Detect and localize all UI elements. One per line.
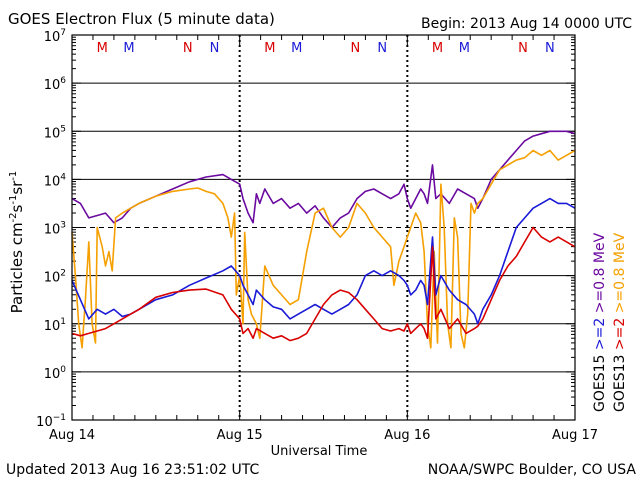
x-tick-label: Aug 16 [384,428,430,443]
x-tick-label: Aug 14 [49,428,95,443]
x-axis-label: Universal Time [271,444,368,459]
y-tick-label: 101 [44,317,66,334]
y-tick-label: 105 [44,124,66,141]
y-tick-label: 107 [44,28,66,45]
y-tick-label: 103 [44,221,66,238]
credit-label: NOAA/SWPC Boulder, CO USA [428,462,637,478]
series-line-g13_08 [71,149,576,349]
mn-marker: M [97,41,108,56]
series-line-g13_2 [71,226,576,342]
legend-goes15: GOES15 >=2 >=0.8 MeV [592,232,608,412]
mn-marker: N [545,41,555,56]
mn-marker: N [183,41,193,56]
mn-marker: N [377,41,387,56]
mn-marker: M [264,41,275,56]
x-tick-label: Aug 15 [217,428,263,443]
x-tick-label: Aug 17 [552,428,598,443]
legend-goes13: GOES13 >=2 >=0.8 MeV [612,232,628,412]
y-tick-label: 102 [44,269,66,286]
mn-marker: M [291,41,302,56]
mn-marker: N [518,41,528,56]
mn-marker: M [432,41,443,56]
y-tick-label: 10−1 [36,413,66,430]
plot-frame [71,34,576,421]
y-tick-label: 100 [44,365,67,382]
mn-marker: N [210,41,220,56]
series-line-g15_2 [71,197,576,325]
mn-marker: M [459,41,470,56]
updated-label: Updated 2013 Aug 16 23:51:02 UTC [6,462,259,478]
y-tick-label: 106 [44,76,67,93]
mn-marker: M [123,41,134,56]
y-axis-label: Particles cm-2s-1sr-1 [8,171,26,314]
series-line-g15_08 [71,130,576,229]
begin-label: Begin: 2013 Aug 14 0000 UTC [421,16,632,32]
chart-title: GOES Electron Flux (5 minute data) [8,10,275,28]
y-tick-label: 104 [44,172,67,189]
mn-marker: N [350,41,360,56]
